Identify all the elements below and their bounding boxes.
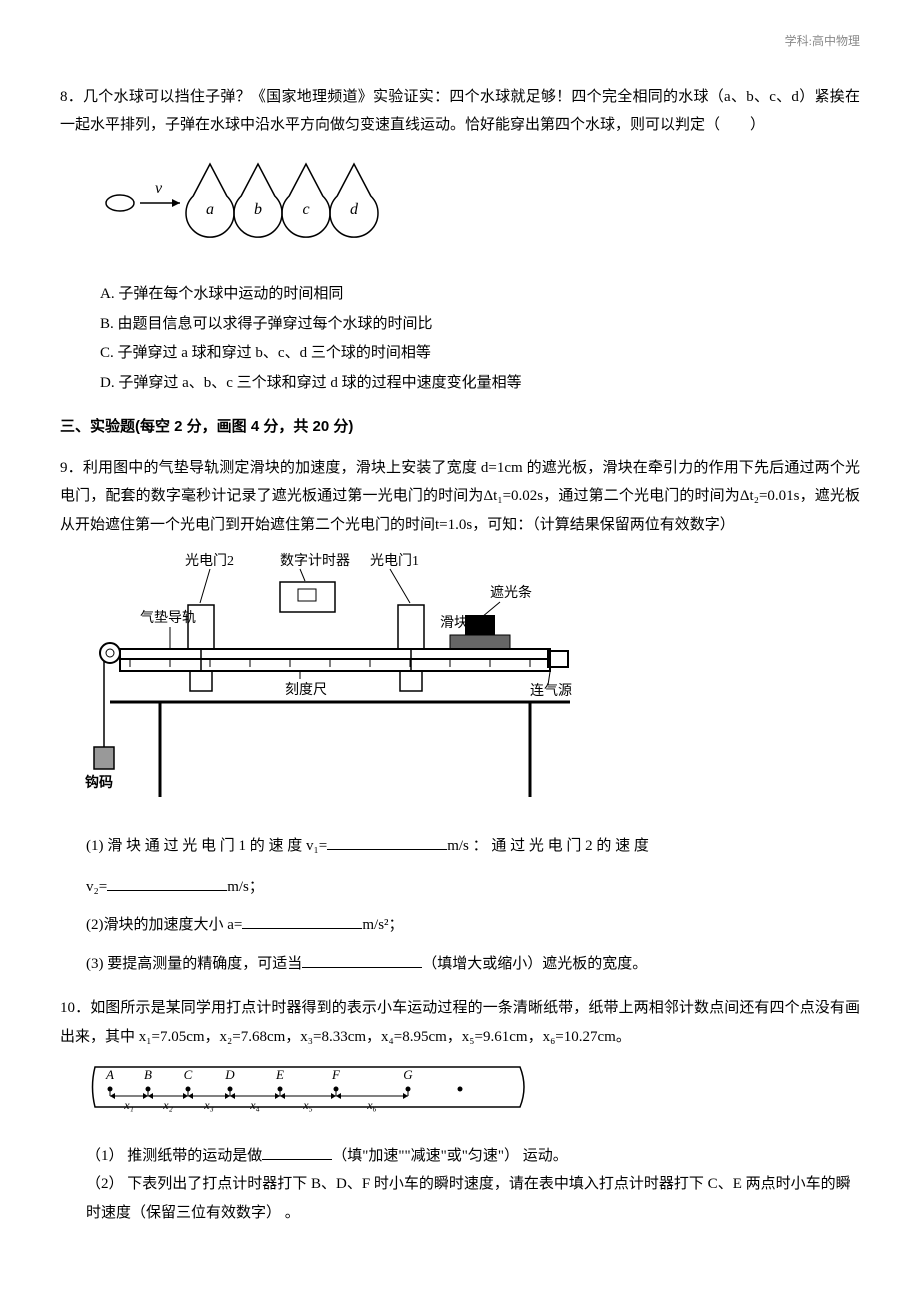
svg-text:G: G bbox=[403, 1067, 413, 1082]
q10-sub1: （1） 推测纸带的运动是做 （填"加速""减速"或"匀速"） 运动。 bbox=[60, 1142, 860, 1171]
q9-figure: 光电门2 数字计时器 光电门1 遮光条 气垫导轨 滑块 bbox=[70, 547, 860, 818]
svg-text:光电门1: 光电门1 bbox=[370, 553, 419, 569]
q9-sub2-b: m/s²； bbox=[362, 917, 403, 933]
q8-stem-text: 几个水球可以挡住子弹？《国家地理频道》实验证实：四个水球就足够！四个完全相同的水… bbox=[60, 89, 860, 134]
svg-text:a: a bbox=[206, 201, 214, 218]
q9-blank-direction[interactable] bbox=[302, 953, 422, 968]
section-3-heading: 三、实验题(每空 2 分，画图 4 分，共 20 分) bbox=[60, 413, 860, 442]
q9-sub3-a: (3) 要提高测量的精确度，可适当 bbox=[86, 956, 302, 972]
q10-figure: A B C D E F Gx₁ x₂ x₃ x₄ x₅ x₆ bbox=[90, 1059, 860, 1130]
q9-sub1: (1) 滑 块 通 过 光 电 门 1 的 速 度 v₁= m/s ： 通 过 光… bbox=[60, 830, 860, 863]
q8-choice-c: C. 子弹穿过 a 球和穿过 b、c、d 三个球的时间相等 bbox=[60, 339, 860, 368]
q9-blank-v2[interactable] bbox=[107, 876, 227, 891]
svg-text:d: d bbox=[350, 201, 359, 218]
q10-sub2: （2） 下表列出了打点计时器打下 B、D、F 时小车的瞬时速度，请在表中填入打点… bbox=[60, 1170, 860, 1227]
page-subject-header: 学科:高中物理 bbox=[60, 30, 860, 53]
q8-figure: v a b c d bbox=[100, 148, 860, 269]
svg-text:遮光条: 遮光条 bbox=[490, 584, 532, 601]
q9-sub2-a: (2)滑块的加速度大小 a= bbox=[86, 917, 242, 933]
q8-stem: 8．几个水球可以挡住子弹？《国家地理频道》实验证实：四个水球就足够！四个完全相同… bbox=[60, 83, 860, 140]
svg-text:A: A bbox=[105, 1067, 114, 1082]
q8-choice-b: B. 由题目信息可以求得子弹穿过每个水球的时间比 bbox=[60, 310, 860, 339]
q10-stem-text: 如图所示是某同学用打点计时器得到的表示小车运动过程的一条清晰纸带，纸带上两相邻计… bbox=[60, 1000, 860, 1045]
q9-stem: 9．利用图中的气垫导轨测定滑块的加速度，滑块上安装了宽度 d=1cm 的遮光板，… bbox=[60, 454, 860, 540]
q9-stem-text: 利用图中的气垫导轨测定滑块的加速度，滑块上安装了宽度 d=1cm 的遮光板，滑块… bbox=[60, 460, 860, 533]
question-10: 10．如图所示是某同学用打点计时器得到的表示小车运动过程的一条清晰纸带，纸带上两… bbox=[60, 994, 860, 1227]
svg-text:x₄: x₄ bbox=[249, 1098, 260, 1112]
q9-number: 9． bbox=[60, 460, 83, 476]
q9-sub3: (3) 要提高测量的精确度，可适当 （填增大或缩小）遮光板的宽度。 bbox=[60, 950, 860, 979]
q9-sub1-b: m/s ： 通 过 光 电 门 2 的 速 度 bbox=[447, 838, 649, 854]
svg-text:C: C bbox=[184, 1067, 193, 1082]
svg-text:b: b bbox=[254, 201, 262, 218]
svg-text:F: F bbox=[331, 1067, 341, 1082]
q9-sub3-b: （填增大或缩小）遮光板的宽度。 bbox=[422, 956, 647, 972]
svg-text:x₂: x₂ bbox=[162, 1098, 173, 1112]
svg-text:x₅: x₅ bbox=[302, 1098, 313, 1112]
q10-sub1-a: （1） 推测纸带的运动是做 bbox=[86, 1148, 262, 1164]
q9-blank-a[interactable] bbox=[242, 914, 362, 929]
q10-stem: 10．如图所示是某同学用打点计时器得到的表示小车运动过程的一条清晰纸带，纸带上两… bbox=[60, 994, 860, 1051]
question-8: 8．几个水球可以挡住子弹？《国家地理频道》实验证实：四个水球就足够！四个完全相同… bbox=[60, 83, 860, 398]
svg-text:刻度尺: 刻度尺 bbox=[285, 682, 327, 698]
svg-text:钩码: 钩码 bbox=[85, 774, 113, 791]
q9-blank-v1[interactable] bbox=[327, 835, 447, 850]
q9-sub1-d: m/s； bbox=[227, 879, 264, 895]
svg-text:数字计时器: 数字计时器 bbox=[280, 553, 350, 569]
q8-choice-a: A. 子弹在每个水球中运动的时间相同 bbox=[60, 280, 860, 309]
svg-text:c: c bbox=[302, 201, 309, 218]
velocity-label: v bbox=[155, 180, 163, 197]
svg-text:D: D bbox=[224, 1067, 235, 1082]
svg-text:x₃: x₃ bbox=[203, 1098, 214, 1112]
q10-blank-motion[interactable] bbox=[262, 1145, 332, 1160]
svg-text:x₆: x₆ bbox=[366, 1098, 377, 1112]
svg-text:连气源: 连气源 bbox=[530, 683, 572, 699]
q9-sub1-line2: v₂= m/s； bbox=[60, 873, 860, 902]
q9-sub1-a: (1) 滑 块 通 过 光 电 门 1 的 速 度 v₁= bbox=[86, 838, 327, 854]
q8-choice-d: D. 子弹穿过 a、b、c 三个球和穿过 d 球的过程中速度变化量相等 bbox=[60, 369, 860, 398]
q9-sub2: (2)滑块的加速度大小 a= m/s²； bbox=[60, 911, 860, 940]
q10-number: 10． bbox=[60, 1000, 90, 1016]
svg-text:光电门2: 光电门2 bbox=[185, 553, 234, 569]
q8-number: 8． bbox=[60, 89, 83, 105]
q10-sub1-b: （填"加速""减速"或"匀速"） 运动。 bbox=[332, 1148, 568, 1164]
svg-text:滑块: 滑块 bbox=[440, 614, 468, 631]
svg-text:x₁: x₁ bbox=[123, 1098, 134, 1112]
svg-text:B: B bbox=[144, 1067, 152, 1082]
question-9: 9．利用图中的气垫导轨测定滑块的加速度，滑块上安装了宽度 d=1cm 的遮光板，… bbox=[60, 454, 860, 979]
q9-sub1-c: v₂= bbox=[86, 879, 107, 895]
svg-text:E: E bbox=[275, 1067, 284, 1082]
